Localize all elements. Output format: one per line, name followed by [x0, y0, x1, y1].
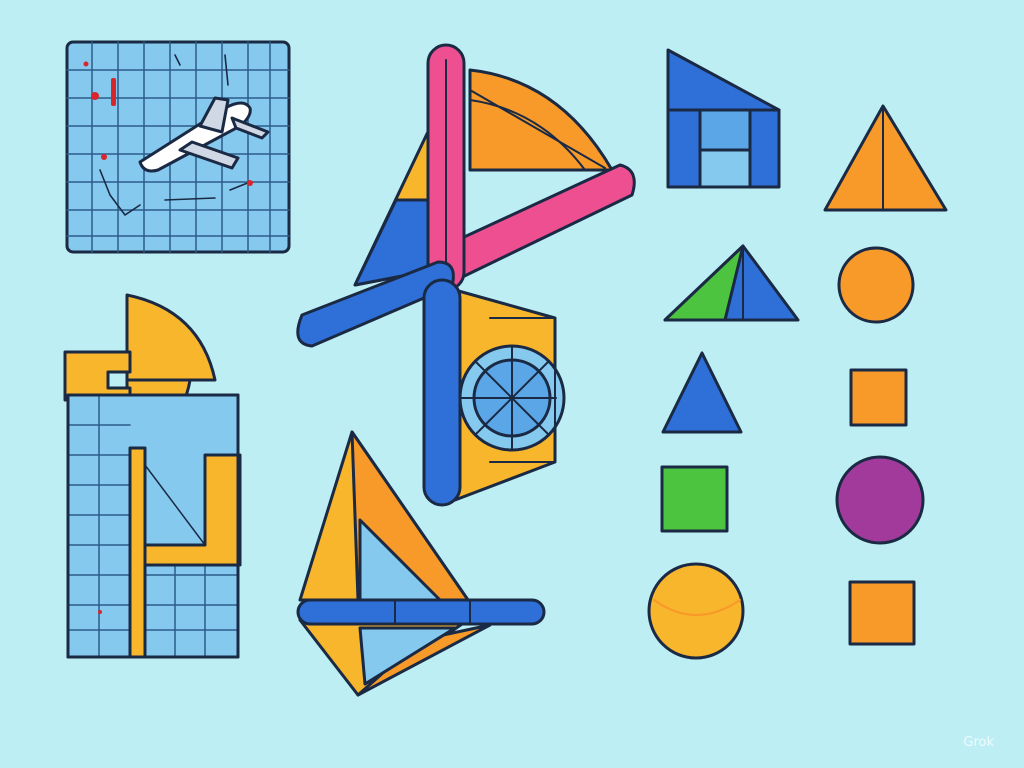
shape-panel	[647, 48, 948, 660]
center-geometry-composition	[296, 43, 636, 507]
blue-square-triangle-tile	[666, 48, 781, 189]
sailboat-triangle-composition	[296, 430, 546, 697]
blue-triangle	[661, 351, 743, 434]
green-square	[660, 465, 729, 533]
watermark-label: Grok	[963, 735, 994, 750]
lower-left-grid-composition	[63, 293, 242, 659]
orange-circle-large	[647, 562, 745, 660]
blue-green-triangle	[663, 244, 800, 322]
red-marks	[83, 61, 253, 186]
purple-circle	[835, 455, 925, 545]
orange-square-lower	[848, 580, 916, 646]
grid-map-with-airplane	[65, 40, 291, 254]
flight-path-marks	[99, 54, 251, 216]
orange-square	[849, 368, 908, 427]
tower-grid-lines	[67, 394, 239, 658]
orange-triangle	[823, 104, 948, 212]
orange-circle	[837, 246, 915, 324]
airplane-icon	[138, 96, 270, 173]
